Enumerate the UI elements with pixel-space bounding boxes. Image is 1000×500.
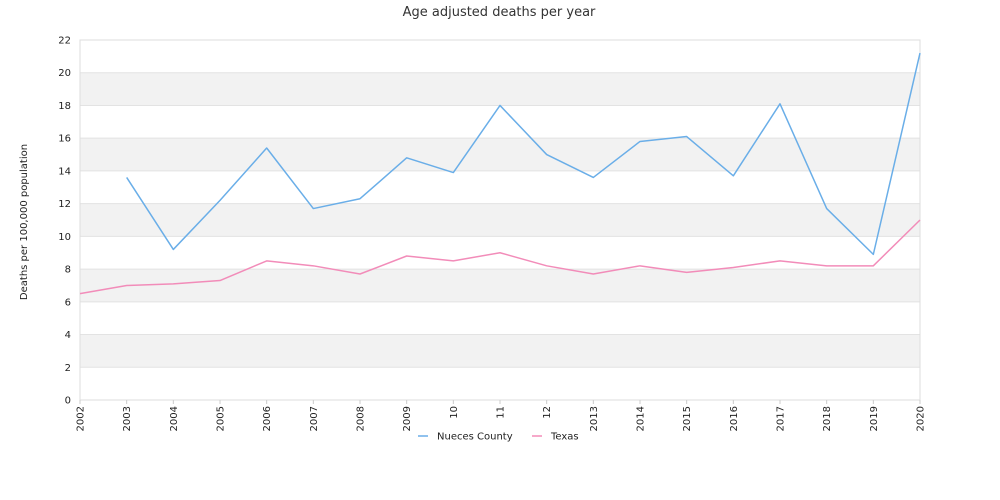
- y-tick-label: 4: [65, 330, 71, 341]
- x-tick-label: 2005: [216, 406, 227, 431]
- y-axis-label: Deaths per 100,000 population: [19, 144, 30, 300]
- y-tick-label: 12: [58, 199, 71, 210]
- grid-band: [80, 334, 920, 368]
- y-axis-ticks: 0 2 4 6 8 10 12 14 16 18 20 22: [58, 36, 71, 407]
- x-tick-label: 10: [449, 406, 460, 419]
- x-tick-label: 2019: [869, 406, 880, 431]
- x-tick-label: 2003: [122, 406, 133, 431]
- x-tick-label: 2014: [636, 406, 647, 431]
- x-tick-label: 2015: [682, 406, 693, 431]
- legend-label: Nueces County: [437, 432, 513, 443]
- series-line-1: [79, 219, 921, 295]
- x-tick-label: 2006: [262, 406, 273, 431]
- grid-band: [80, 138, 920, 171]
- y-tick-label: 18: [58, 101, 71, 112]
- y-tick-label: 6: [65, 297, 71, 308]
- y-tick-label: 8: [65, 265, 71, 276]
- x-tick-label: 2008: [356, 406, 367, 431]
- y-tick-label: 22: [58, 36, 71, 47]
- x-tick-label: 2007: [309, 406, 320, 431]
- grid-band: [80, 72, 920, 106]
- y-tick-label: 14: [58, 166, 71, 177]
- x-tick-label: 2013: [589, 406, 600, 431]
- series-line-0: [126, 52, 921, 256]
- x-tick-label: 2004: [169, 406, 180, 431]
- series-lines: [79, 52, 921, 295]
- y-tick-label: 0: [65, 396, 71, 407]
- legend: Nueces County Texas: [418, 432, 579, 443]
- x-tick-label: 2016: [729, 406, 740, 431]
- x-axis-ticks: 2002 2003 2004 2005 2006 2007 2008 2009 10 11 12 20…: [76, 400, 927, 431]
- grid-band: [80, 269, 920, 302]
- x-tick-label: 2018: [822, 406, 833, 431]
- grid-bands: [80, 72, 920, 368]
- y-tick-label: 2: [65, 363, 71, 374]
- legend-label: Texas: [550, 432, 579, 443]
- x-tick-label: 2002: [76, 406, 87, 431]
- y-tick-label: 10: [58, 232, 71, 243]
- y-tick-label: 16: [58, 134, 71, 145]
- x-tick-label: 2009: [402, 406, 413, 431]
- grid-band: [80, 203, 920, 237]
- x-tick-label: 12: [542, 406, 553, 419]
- x-tick-label: 11: [496, 406, 507, 419]
- chart-title: Age adjusted deaths per year: [403, 5, 596, 20]
- y-tick-label: 20: [58, 68, 71, 79]
- x-tick-label: 2020: [916, 406, 927, 431]
- x-tick-label: 2017: [776, 406, 787, 431]
